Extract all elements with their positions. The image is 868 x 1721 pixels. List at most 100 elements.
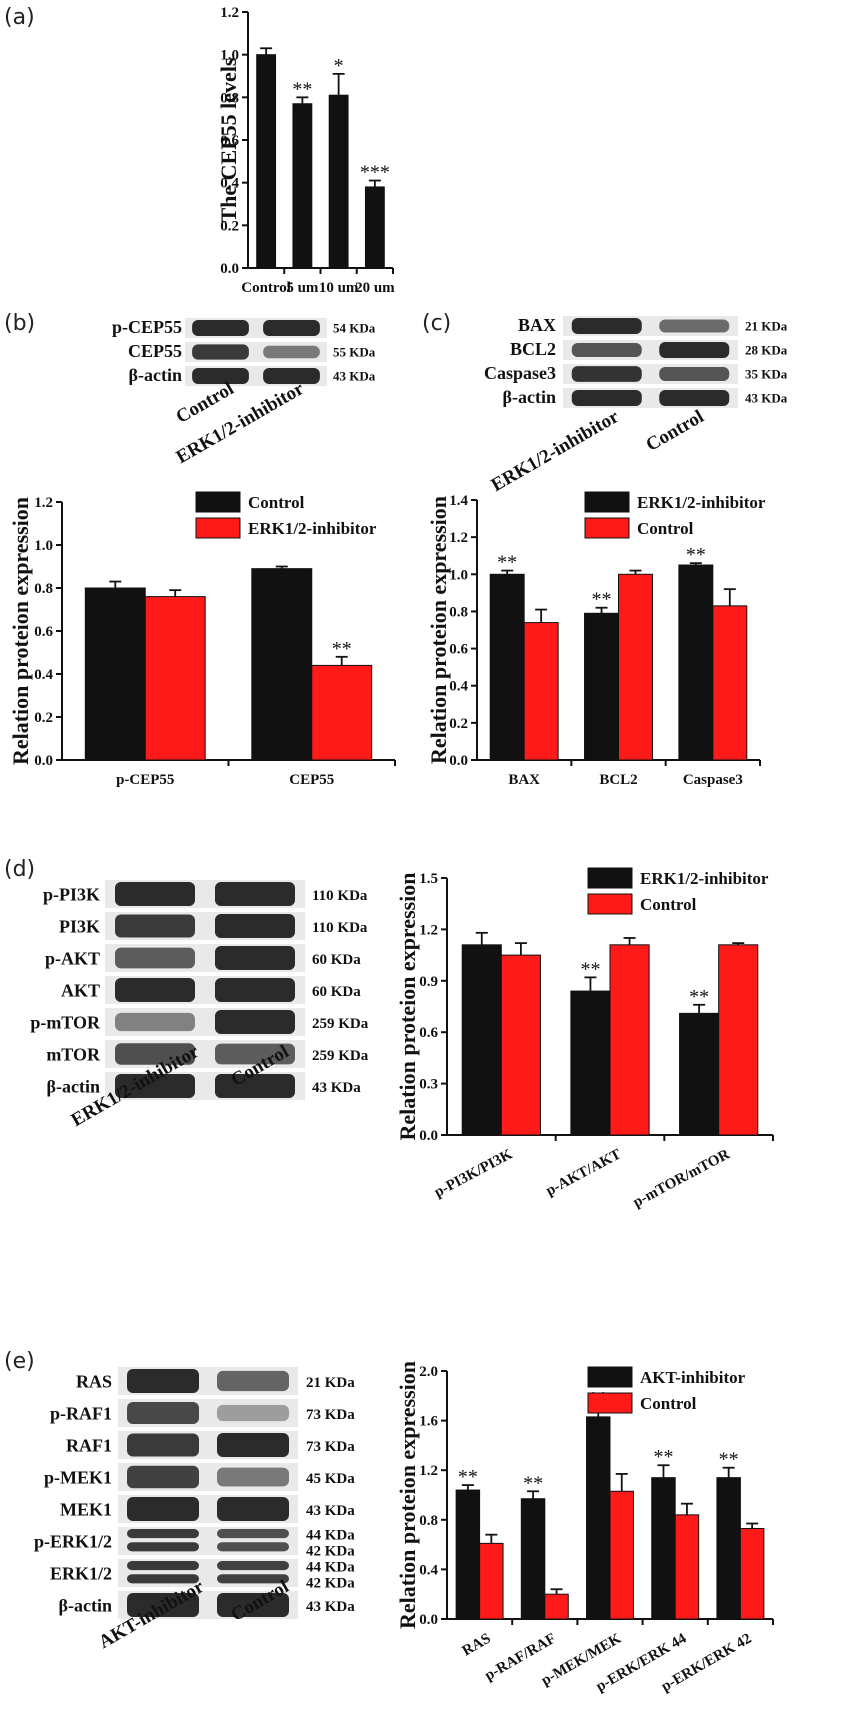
significance-marker: ** [458,1466,478,1488]
blot-protein-label: Caspase3 [484,363,556,383]
blot-band [217,1370,289,1392]
blot-band [263,345,320,359]
blot-kda-label: 43 KDa [745,390,788,405]
blot-band [217,1542,289,1552]
y-tick-label: 0.0 [449,753,468,769]
blot-kda-label: 21 KDa [306,1375,355,1391]
blot-band [659,366,730,382]
y-tick-label: 0.2 [34,710,53,726]
y-axis-title: Relation proteion expression [8,497,33,765]
blot-band [659,342,730,358]
blot-band [263,368,320,384]
panel-label-c: (c) [422,311,451,336]
blot-band [127,1433,199,1457]
y-tick-label: 1.5 [419,871,438,887]
blot-band [571,342,642,358]
blot-band [215,946,295,970]
y-tick-label: 0.2 [449,716,468,732]
y-tick-label: 0.2 [220,218,239,234]
blot-protein-label: BAX [518,315,556,335]
blot-band [215,1010,295,1034]
blot-kda-label: 45 KDa [306,1471,355,1487]
y-tick-label: 1.2 [449,530,468,546]
y-tick-label: 0.0 [34,753,53,769]
y-tick-label: 1.4 [449,493,468,509]
y-tick-label: 0.3 [419,1077,438,1093]
blot-protein-label: p-mTOR [30,1012,101,1032]
y-tick-label: 0.4 [34,667,53,683]
blot-band [127,1369,199,1393]
y-tick-label: 0.8 [419,1513,438,1529]
y-tick-label: 0.9 [419,974,438,990]
blot-kda-label: 44 KDa [306,1559,355,1575]
x-tick-label: 20 um [355,280,395,296]
significance-marker: ** [523,1472,543,1494]
significance-marker: ** [686,544,706,566]
y-tick-label: 0.6 [419,1025,438,1041]
blot-protein-label: RAF1 [66,1435,112,1455]
blot-band [115,882,195,906]
blot-band [215,1043,295,1065]
blot-protein-label: p-MEK1 [44,1467,112,1487]
bar [256,54,277,269]
blot-band [115,978,195,1002]
blot-lane-label: Control [642,406,707,456]
bar [609,1490,634,1620]
blot-protein-label: p-PI3K [43,884,100,904]
significance-marker: ** [653,1446,673,1468]
bar [523,622,559,761]
legend-label: Control [637,519,694,538]
y-axis-title: The CEP55 levels [216,57,241,222]
blot-band [127,1561,199,1571]
legend-swatch [587,1392,633,1414]
x-tick-label: BCL2 [599,772,637,788]
x-tick-label: Caspase3 [683,772,743,788]
legend-swatch [587,1366,633,1388]
legend-swatch [584,491,630,513]
blot-protein-label: p-RAF1 [50,1403,112,1423]
blot-kda-label: 21 KDa [745,318,788,333]
bar [364,186,385,269]
blot-protein-label: BCL2 [510,339,556,359]
bar [618,573,653,761]
y-tick-label: 0.6 [34,624,53,640]
blot-kda-label: 259 KDa [312,1048,369,1064]
blot-protein-label: β-actin [503,387,556,407]
legend-label: ERK1/2-inhibitor [640,869,769,888]
bar [251,568,313,761]
blot-protein-label: p-AKT [45,948,100,968]
bar [144,596,206,761]
bar [479,1542,504,1620]
blot-c: BAX 21 KDa BCL2 28 KDa Caspase3 35 KDa β-actin… [484,315,788,496]
blot-band [127,1465,199,1489]
blot-band [192,368,249,384]
blot-band [215,882,295,906]
x-tick-label: p-PI3K/PI3K [432,1146,516,1201]
blot-band [215,1074,295,1098]
y-tick-label: 0.8 [220,90,239,106]
blot-kda-label: 60 KDa [312,952,361,968]
blot-band [217,1561,289,1571]
chart-a: 0.0 0.2 0.4 0.6 0.8 1.0 1.2 The CEP55 levels Con… [216,5,395,296]
blot-band [217,1574,289,1584]
y-axis-title: Relation proteion expression [395,872,420,1140]
blot-band [263,320,320,336]
y-tick-label: 0.0 [419,1612,438,1628]
panel-label-e: (e) [4,1349,35,1374]
blot-kda-label: 54 KDa [333,320,376,335]
blot-kda-label: 43 KDa [306,1503,355,1519]
legend-swatch [195,517,241,539]
x-tick-label: CEP55 [289,772,334,788]
blot-band [217,1497,289,1521]
blot-kda-label: 42 KDa [306,1575,355,1591]
legend-label: ERK1/2-inhibitor [637,493,766,512]
blot-band [192,320,249,336]
y-tick-label: 1.2 [419,1463,438,1479]
bar [678,564,714,761]
y-tick-label: 1.0 [220,48,239,64]
blot-band [115,914,195,938]
blot-protein-label: p-CEP55 [112,317,182,337]
blot-protein-label: β-actin [47,1076,100,1096]
